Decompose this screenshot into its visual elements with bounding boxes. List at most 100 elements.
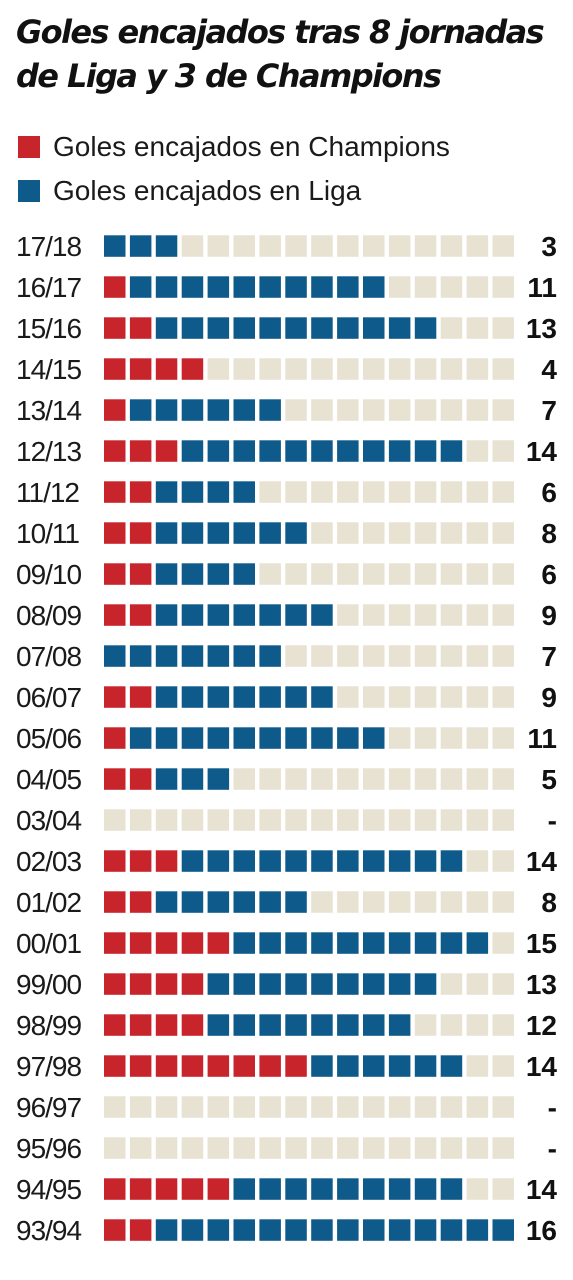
empty-square [466, 686, 489, 708]
empty-square [388, 481, 411, 503]
season-label: 13/14 [16, 395, 81, 426]
liga-goal-square [363, 440, 385, 462]
empty-square [440, 973, 463, 995]
liga-goal-square [363, 850, 385, 872]
empty-square [337, 809, 359, 831]
empty-square [466, 973, 489, 995]
liga-goal-square [285, 891, 307, 913]
season-total: 14 [526, 1174, 558, 1205]
season-label: 08/09 [16, 600, 81, 631]
empty-square [337, 1137, 359, 1159]
empty-square [285, 399, 307, 421]
empty-square [388, 645, 411, 667]
champions-goal-square [104, 604, 126, 626]
empty-square [466, 358, 489, 380]
empty-square [259, 235, 281, 257]
champions-goal-square [129, 481, 152, 503]
liga-goal-square [233, 440, 255, 462]
empty-square [492, 481, 514, 503]
champions-goal-square [129, 358, 152, 380]
empty-square [181, 235, 204, 257]
liga-goal-square [388, 1219, 411, 1241]
liga-goal-square [311, 973, 333, 995]
liga-goal-square [337, 932, 359, 954]
liga-goal-square [129, 645, 152, 667]
liga-goal-square [311, 604, 333, 626]
liga-goal-square [207, 440, 230, 462]
liga-goal-square [233, 973, 255, 995]
empty-square [388, 1096, 411, 1118]
champions-goal-square [155, 1014, 178, 1036]
empty-square [466, 1096, 489, 1118]
season-total: 8 [541, 887, 557, 918]
empty-square [259, 768, 281, 790]
liga-goal-square [207, 1014, 230, 1036]
empty-square [492, 358, 514, 380]
empty-square [311, 235, 333, 257]
empty-square [492, 850, 514, 872]
liga-goal-square [233, 645, 255, 667]
liga-goal-square [259, 973, 281, 995]
empty-square [414, 645, 437, 667]
empty-square [492, 440, 514, 462]
empty-square [337, 235, 359, 257]
empty-square [492, 235, 514, 257]
empty-square [440, 522, 463, 544]
empty-square [259, 1096, 281, 1118]
champions-goal-square [129, 1219, 152, 1241]
empty-square [440, 235, 463, 257]
season-label: 04/05 [16, 764, 81, 795]
champions-goal-square [207, 932, 230, 954]
empty-square [414, 891, 437, 913]
empty-square [363, 358, 385, 380]
empty-square [311, 809, 333, 831]
empty-square [466, 440, 489, 462]
champions-goal-square [104, 399, 126, 421]
liga-goal-square [129, 276, 152, 298]
season-label: 94/95 [16, 1174, 81, 1205]
champions-goal-square [129, 563, 152, 585]
empty-square [466, 1014, 489, 1036]
liga-goal-square [233, 276, 255, 298]
liga-goal-square [129, 235, 152, 257]
empty-square [492, 317, 514, 339]
liga-goal-square [259, 686, 281, 708]
empty-square [388, 276, 411, 298]
empty-square [440, 727, 463, 749]
season-total: 9 [541, 682, 557, 713]
empty-square [388, 809, 411, 831]
empty-square [363, 1096, 385, 1118]
empty-square [311, 563, 333, 585]
empty-square [492, 809, 514, 831]
liga-goal-square [259, 317, 281, 339]
empty-square [466, 276, 489, 298]
season-label: 07/08 [16, 641, 81, 672]
season-label: 93/94 [16, 1215, 81, 1246]
season-label: 09/10 [16, 559, 81, 590]
empty-square [414, 604, 437, 626]
liga-goal-square [259, 399, 281, 421]
liga-goal-square [388, 440, 411, 462]
liga-goal-square [129, 399, 152, 421]
empty-square [363, 235, 385, 257]
liga-goal-square [259, 1178, 281, 1200]
liga-goal-square [285, 1014, 307, 1036]
champions-goal-square [129, 1178, 152, 1200]
empty-square [440, 1137, 463, 1159]
champions-goal-square [181, 973, 204, 995]
champions-goal-square [104, 276, 126, 298]
empty-square [440, 1014, 463, 1036]
empty-square [181, 809, 204, 831]
empty-square [466, 563, 489, 585]
season-total: 11 [527, 723, 557, 754]
liga-goal-square [414, 973, 437, 995]
empty-square [388, 891, 411, 913]
empty-square [440, 317, 463, 339]
liga-goal-square [233, 563, 255, 585]
champions-goal-square [207, 1178, 230, 1200]
empty-square [388, 358, 411, 380]
empty-square [233, 358, 255, 380]
season-total: 9 [541, 600, 557, 631]
liga-goal-square [207, 1219, 230, 1241]
champions-goal-square [104, 563, 126, 585]
